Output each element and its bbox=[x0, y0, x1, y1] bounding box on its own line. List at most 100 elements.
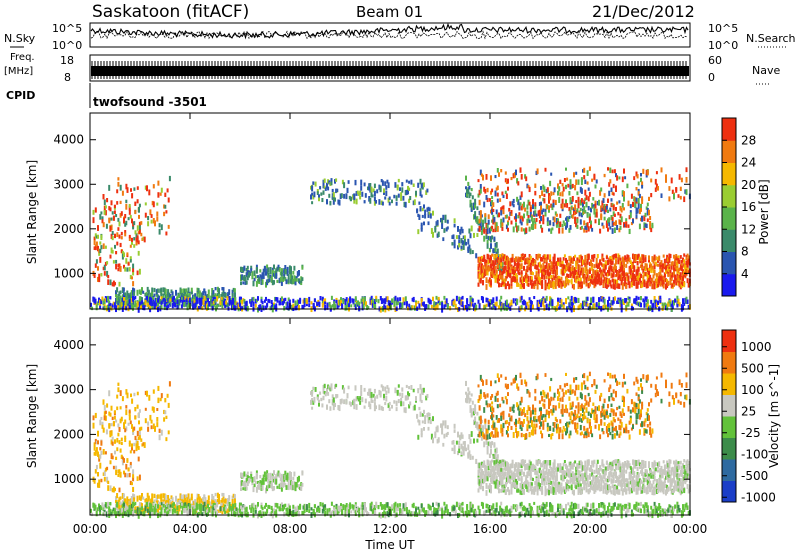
power-scatter-point bbox=[528, 260, 531, 265]
power-scatter-point bbox=[160, 287, 163, 293]
power-scatter-point bbox=[548, 205, 550, 210]
power-scatter-point bbox=[437, 298, 440, 304]
power-scatter-point bbox=[684, 189, 687, 194]
power-scatter-point bbox=[549, 254, 552, 260]
power-scatter-point bbox=[561, 207, 564, 212]
power-scatter-point bbox=[646, 302, 649, 307]
power-scatter-point bbox=[687, 270, 690, 274]
velocity-scatter-point bbox=[243, 471, 246, 477]
velocity-scatter-point bbox=[131, 446, 133, 451]
power-scatter-point bbox=[640, 283, 642, 289]
power-scatter-point bbox=[230, 301, 233, 305]
velocity-scatter-point bbox=[334, 384, 336, 389]
power-scatter-point bbox=[615, 279, 617, 285]
power-scatter-point bbox=[228, 301, 231, 306]
power-scatter-point bbox=[188, 297, 191, 303]
power-scatter-point bbox=[546, 217, 549, 223]
velocity-scatter-point bbox=[137, 456, 140, 462]
power-scatter-point bbox=[623, 261, 625, 267]
power-scatter-point bbox=[326, 305, 329, 310]
power-scatter-point bbox=[271, 306, 274, 313]
velocity-scatter-point bbox=[263, 471, 266, 478]
power-scatter-point bbox=[585, 277, 588, 282]
power-scatter-point bbox=[603, 173, 606, 178]
power-scatter-point bbox=[91, 306, 94, 311]
velocity-scatter-point bbox=[278, 474, 281, 478]
power-scatter-point bbox=[159, 288, 162, 293]
power-scatter-point bbox=[399, 187, 401, 191]
power-scatter-point bbox=[491, 253, 494, 257]
velocity-scatter-point bbox=[135, 438, 138, 445]
power-scatter-point bbox=[466, 188, 469, 193]
power-scatter-point bbox=[519, 299, 522, 303]
power-scatter-point bbox=[645, 169, 648, 176]
velocity-scatter-point bbox=[179, 493, 182, 497]
power-scatter-point bbox=[492, 214, 495, 220]
velocity-scatter-point bbox=[162, 493, 165, 498]
power-scatter-point bbox=[225, 300, 228, 305]
velocity-scatter-point bbox=[369, 392, 372, 398]
power-scatter-point bbox=[602, 225, 605, 229]
velocity-scatter-point bbox=[132, 493, 134, 499]
velocity-scatter-point bbox=[417, 434, 420, 440]
power-scatter-point bbox=[575, 297, 578, 303]
power-scatter-point bbox=[579, 254, 582, 259]
power-scatter-point bbox=[495, 273, 498, 280]
power-scatter-point bbox=[469, 248, 472, 255]
power-scatter-point bbox=[225, 303, 228, 308]
power-scatter-point bbox=[538, 254, 541, 258]
power-scatter-point bbox=[560, 203, 563, 209]
power-scatter-point bbox=[561, 203, 564, 210]
power-scatter-point bbox=[180, 304, 183, 309]
power-scatter-point bbox=[262, 268, 265, 274]
power-scatter-point bbox=[570, 257, 573, 264]
velocity-scatter-point bbox=[100, 440, 103, 446]
power-scatter-point bbox=[504, 284, 507, 290]
power-scatter-point bbox=[301, 265, 304, 270]
power-scatter-point bbox=[528, 201, 531, 206]
power-scatter-point bbox=[284, 297, 287, 302]
power-scatter-point bbox=[487, 300, 490, 307]
velocity-scatter-point bbox=[384, 402, 387, 406]
power-scatter-point bbox=[629, 266, 632, 271]
velocity-scatter-point bbox=[120, 441, 123, 446]
velocity-scatter-point bbox=[129, 498, 132, 502]
power-scatter-point bbox=[576, 218, 579, 224]
velocity-scatter-point bbox=[313, 396, 316, 403]
power-scatter-point bbox=[629, 260, 632, 265]
power-scatter-point bbox=[405, 179, 408, 183]
velocity-scatter-point bbox=[460, 432, 463, 437]
power-scatter-point bbox=[305, 298, 308, 305]
power-scatter-point bbox=[185, 302, 188, 307]
power-scatter-point bbox=[420, 298, 423, 303]
velocity-scatter-point bbox=[343, 399, 346, 405]
power-scatter-point bbox=[180, 288, 183, 294]
power-scatter-point bbox=[587, 226, 590, 232]
power-scatter-point bbox=[652, 260, 655, 264]
power-scatter-point bbox=[663, 278, 666, 283]
power-scatter-point bbox=[671, 262, 674, 266]
power-scatter-point bbox=[624, 176, 627, 180]
power-scatter-point bbox=[602, 274, 605, 278]
power-scatter-point bbox=[623, 301, 625, 305]
velocity-scatter-point bbox=[288, 473, 291, 479]
power-scatter-point bbox=[554, 278, 557, 284]
power-scatter-point bbox=[274, 305, 277, 309]
power-scatter-point bbox=[678, 302, 681, 307]
velocity-scatter-point bbox=[136, 391, 139, 396]
power-scatter-point bbox=[342, 298, 345, 304]
power-scatter-point bbox=[479, 213, 482, 219]
power-scatter-point bbox=[621, 276, 624, 282]
power-scatter-point bbox=[476, 218, 479, 224]
power-scatter-point bbox=[605, 277, 608, 284]
power-scatter-point bbox=[97, 225, 99, 231]
power-scatter-point bbox=[515, 298, 517, 302]
power-scatter-point bbox=[586, 253, 589, 259]
power-scatter-point bbox=[102, 222, 105, 228]
velocity-scatter-point bbox=[400, 397, 403, 402]
power-scatter-point bbox=[486, 267, 489, 273]
velocity-scatter-point bbox=[378, 404, 381, 411]
power-scatter-point bbox=[630, 281, 633, 286]
power-scatter-point bbox=[527, 282, 530, 287]
velocity-scatter-point bbox=[135, 447, 138, 452]
